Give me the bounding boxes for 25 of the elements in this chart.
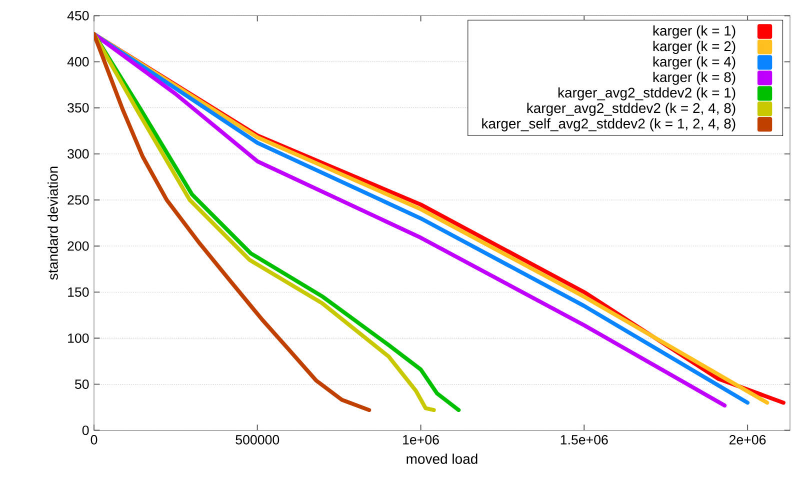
line-series [94, 32, 372, 412]
y-tick-label: 0 [82, 426, 89, 436]
y-tick-label: 300 [68, 149, 89, 159]
y-tick-label: 200 [68, 241, 89, 251]
x-tick-label: 1.5e+06 [560, 435, 608, 444]
x-tick-label: 500000 [236, 435, 280, 444]
legend-label: karger_avg2_stddev2 (k = 1) [558, 87, 736, 100]
y-tick-label: 350 [68, 103, 89, 113]
legend-label: karger_avg2_stddev2 (k = 2, 4, 8) [527, 102, 736, 116]
legend-label: karger (k = 4) [653, 56, 736, 70]
y-tick-label: 100 [68, 333, 89, 343]
legend-label: karger (k = 1) [653, 25, 736, 38]
legend-label: karger (k = 8) [653, 72, 736, 85]
y-tick-label: 150 [68, 287, 89, 297]
y-axis-title: standard deviation [48, 166, 58, 280]
x-tick-label: 2e+06 [729, 435, 766, 444]
y-tick-label: 250 [68, 195, 89, 205]
y-tick-label: 50 [75, 380, 89, 389]
y-tick-label: 450 [67, 10, 89, 20]
x-tick-label: 1e+06 [403, 435, 439, 444]
legend-label: karger_self_avg2_stddev2 (k = 1, 2, 4, 8) [482, 118, 736, 132]
x-axis-title: moved load [406, 454, 478, 464]
x-tick-label: 0 [90, 435, 98, 444]
y-tick-label: 400 [67, 57, 89, 66]
legend-label: karger (k = 2) [653, 40, 736, 54]
